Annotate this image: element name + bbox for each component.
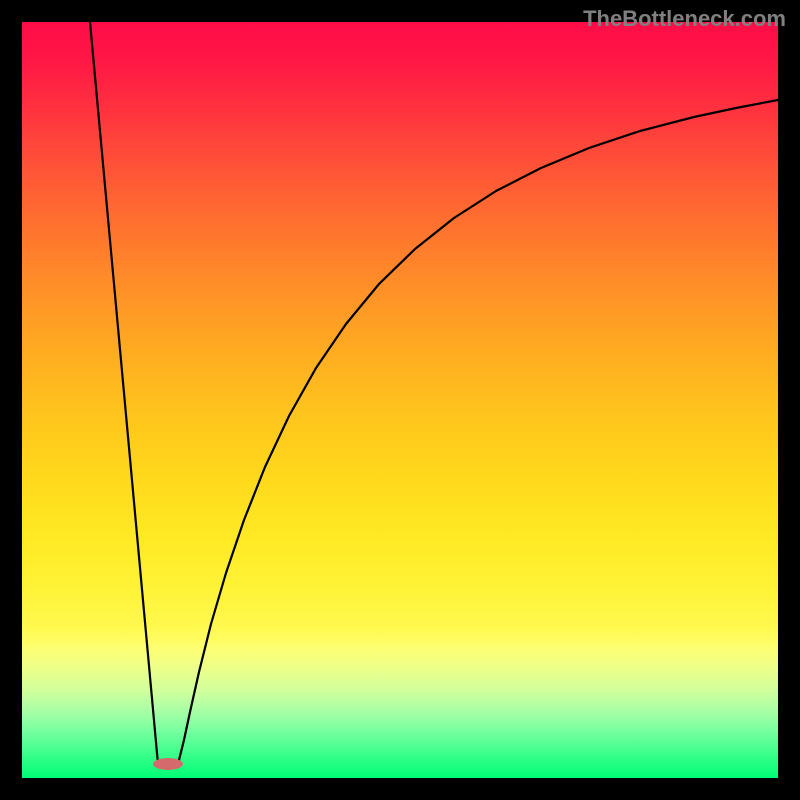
watermark-text: TheBottleneck.com (583, 6, 786, 32)
bottleneck-chart: TheBottleneck.com (0, 0, 800, 800)
minimum-marker (153, 758, 183, 770)
gradient-plot-area (22, 22, 778, 778)
chart-svg (0, 0, 800, 800)
